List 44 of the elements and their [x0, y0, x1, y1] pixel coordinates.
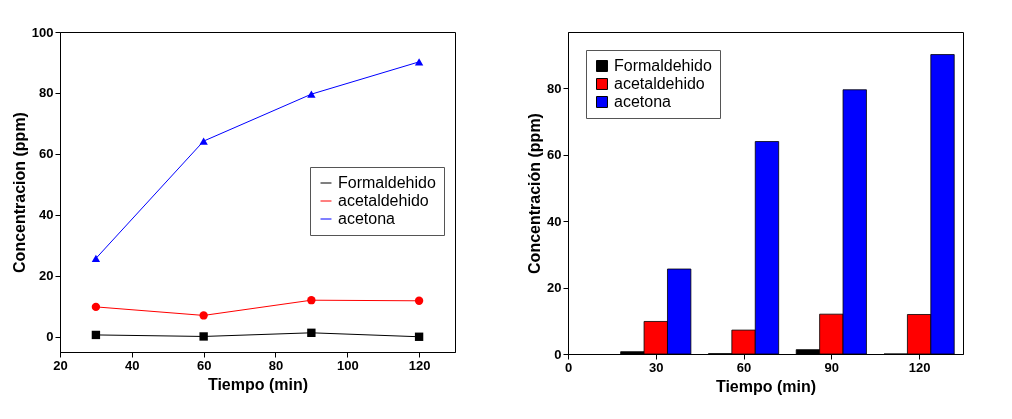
x-tick-label: 40: [125, 357, 140, 373]
y-tick-label: 0: [46, 329, 54, 345]
y-tick-label: 20: [547, 280, 562, 296]
point: [307, 90, 316, 98]
legend-label: Formaldehido: [338, 174, 436, 191]
y-tick-label: 60: [547, 147, 562, 163]
y-axis-title: Concentracion (ppm): [10, 112, 28, 273]
x-tick-label: 120: [408, 357, 431, 373]
y-tick-label: 80: [39, 85, 54, 101]
legend-label: acetona: [338, 210, 396, 227]
x-tick-label: 60: [736, 359, 752, 375]
x-axis-title: Tiempo (min): [715, 377, 817, 395]
legend-label: acetaldehido: [338, 192, 429, 209]
y-tick-label: 20: [39, 268, 54, 284]
y-tick-label: 0: [554, 346, 562, 362]
y-tick-label: 100: [31, 24, 54, 40]
y-axis-title: Concentración (ppm): [526, 113, 544, 274]
point: [307, 296, 316, 305]
legend-label: Formaldehido: [614, 57, 712, 74]
x-tick-label: 20: [53, 357, 68, 373]
point: [414, 332, 424, 341]
x-tick-label: 100: [336, 357, 359, 373]
x-tick-label: 60: [196, 357, 212, 373]
point: [91, 302, 101, 312]
y-tick-label: 40: [39, 207, 54, 223]
x-tick-label: 90: [824, 359, 840, 375]
point: [91, 330, 101, 340]
point: [199, 332, 208, 341]
point: [414, 296, 424, 305]
x-tick-label: 80: [268, 357, 284, 373]
y-tick-label: 80: [547, 80, 562, 96]
x-tick-label: 120: [908, 359, 931, 375]
point: [307, 328, 316, 337]
y-tick-label: 60: [39, 146, 54, 162]
point: [199, 137, 208, 145]
x-tick-label: 30: [649, 359, 664, 375]
x-tick-label: 0: [564, 359, 573, 375]
y-tick-label: 40: [547, 213, 562, 229]
legend-label: acetona: [614, 93, 672, 110]
point: [414, 58, 424, 66]
point: [199, 311, 208, 320]
x-axis-title: Tiempo (min): [207, 375, 309, 393]
legend-label: acetaldehido: [614, 75, 705, 92]
point: [91, 254, 101, 263]
